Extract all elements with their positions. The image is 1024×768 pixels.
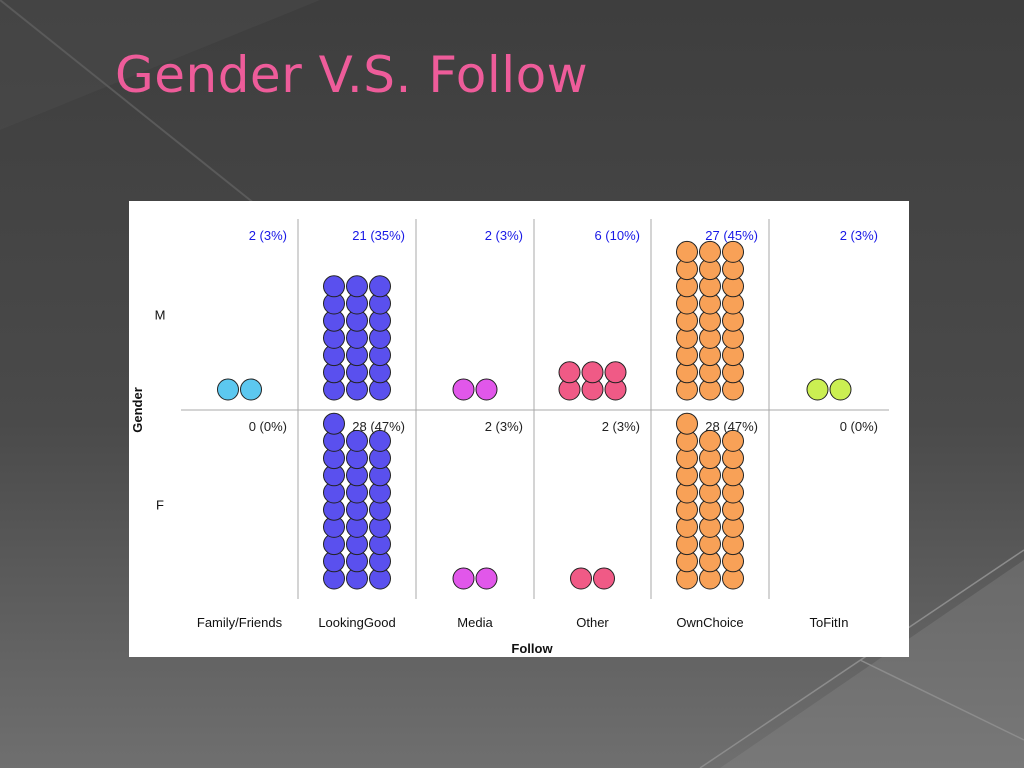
category-label: OwnChoice	[676, 615, 743, 630]
dot-lookinggood-m	[346, 275, 368, 298]
dot-family-friends-m	[240, 378, 262, 401]
dot-media-f	[452, 567, 475, 590]
count-label: 28 (47%)	[352, 419, 405, 434]
dot-lookinggood-m	[369, 275, 391, 298]
dot-lookinggood-f	[346, 429, 368, 452]
count-label: 2 (3%)	[485, 419, 523, 434]
row-label-F: F	[156, 498, 164, 513]
dot-media-m	[475, 378, 498, 401]
category-label: Other	[576, 615, 609, 630]
dot-other-f	[570, 567, 592, 590]
category-label: Media	[457, 615, 493, 630]
count-label: 28 (47%)	[705, 419, 758, 434]
dot-ownchoice-f	[676, 412, 698, 435]
dot-tofitin-m	[829, 378, 852, 401]
dot-media-f	[475, 567, 498, 590]
category-label: ToFitIn	[809, 615, 848, 630]
dot-ownchoice-f	[699, 429, 721, 452]
dot-ownchoice-m	[722, 240, 744, 263]
dot-media-m	[452, 378, 475, 401]
row-label-M: M	[155, 308, 166, 323]
dot-other-f	[593, 567, 615, 590]
dot-lookinggood-f	[369, 429, 391, 452]
count-label: 0 (0%)	[249, 419, 287, 434]
count-label: 6 (10%)	[594, 228, 640, 243]
dot-tofitin-m	[806, 378, 829, 401]
dot-lookinggood-f	[323, 412, 345, 435]
count-label: 21 (35%)	[352, 228, 405, 243]
count-label: 2 (3%)	[249, 228, 287, 243]
dot-other-m	[558, 361, 581, 384]
chart-dots	[217, 240, 852, 590]
category-label: Family/Friends	[197, 615, 283, 630]
count-label: 0 (0%)	[840, 419, 878, 434]
x-axis-title: Follow	[511, 641, 553, 656]
count-label: 2 (3%)	[840, 228, 878, 243]
dot-family-friends-m	[217, 378, 239, 401]
y-axis-title: Gender	[130, 387, 145, 433]
dot-ownchoice-f	[722, 429, 744, 452]
count-label: 27 (45%)	[705, 228, 758, 243]
slide-title: Gender V.S. Follow	[115, 46, 589, 104]
dot-matrix-chart: M F Family/Friends LookingGood Media Other Own…	[130, 219, 889, 656]
dot-other-m	[581, 361, 604, 384]
count-label: 2 (3%)	[485, 228, 523, 243]
chart-labels: M F Family/Friends LookingGood Media Other Own…	[155, 228, 878, 630]
chart-panel: M F Family/Friends LookingGood Media Other Own…	[129, 201, 909, 657]
dot-ownchoice-m	[676, 240, 698, 263]
count-label: 2 (3%)	[602, 419, 640, 434]
dot-other-m	[604, 361, 627, 384]
chart-grid	[181, 219, 889, 599]
category-label: LookingGood	[318, 615, 395, 630]
dot-ownchoice-m	[699, 240, 721, 263]
dot-lookinggood-m	[323, 275, 345, 298]
